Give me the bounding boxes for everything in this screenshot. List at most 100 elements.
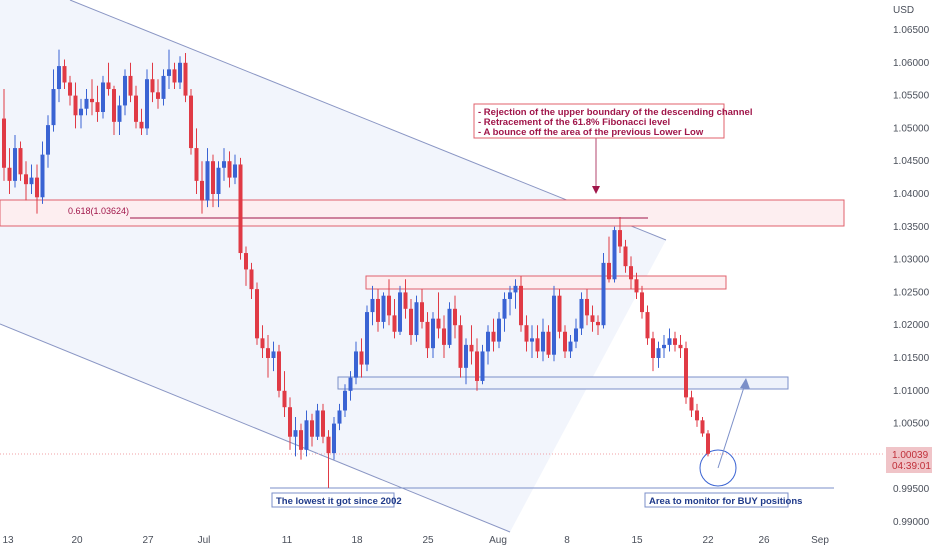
candle-down xyxy=(596,321,600,326)
candle-down xyxy=(255,289,259,339)
candle-up xyxy=(271,351,276,358)
lowest-label-box xyxy=(271,492,395,508)
candle-down xyxy=(442,328,446,345)
note-box xyxy=(473,103,725,139)
candle-down xyxy=(557,295,562,332)
candle-down xyxy=(524,325,529,342)
candle-down xyxy=(73,95,78,116)
candle-up xyxy=(574,328,578,342)
candle-down xyxy=(150,79,155,93)
candle-down xyxy=(18,148,23,175)
candle-up xyxy=(502,298,507,319)
candle-down xyxy=(546,331,551,355)
candle-down xyxy=(62,66,67,83)
price-tick-label: 1.06000 xyxy=(893,58,930,69)
candle-down xyxy=(7,167,12,181)
time-axis[interactable]: 13 20 27 Jul 11 18 25 Aug 8 15 22 26 Sep xyxy=(2,535,829,546)
time-tick-label: 15 xyxy=(631,535,643,546)
time-tick-label: 13 xyxy=(2,535,14,546)
candle-down xyxy=(387,295,391,316)
candle-up xyxy=(381,295,386,322)
time-tick-label: 8 xyxy=(564,535,570,546)
candle-up xyxy=(222,161,226,168)
candle-down xyxy=(282,390,287,408)
candle-down xyxy=(453,308,457,326)
candle-up xyxy=(552,295,556,355)
candle-up xyxy=(480,351,485,381)
candle-down xyxy=(128,75,133,96)
candle-up xyxy=(486,331,490,352)
candle-down xyxy=(629,266,633,280)
candle-down xyxy=(227,161,232,178)
currency-label: USD xyxy=(893,5,914,16)
candle-down xyxy=(189,95,193,149)
price-tick-label: 0.99000 xyxy=(893,517,930,528)
candle-up xyxy=(29,177,34,185)
time-tick-label: Aug xyxy=(489,535,507,546)
candle-up xyxy=(497,318,501,342)
note-line-3: - A bounce off the area of the previous … xyxy=(478,127,704,138)
candle-up xyxy=(123,75,127,106)
candle-down xyxy=(634,279,639,293)
candle-up xyxy=(568,341,573,352)
candle-up xyxy=(662,344,666,349)
candle-down xyxy=(409,308,413,336)
candle-down xyxy=(321,410,325,437)
candle-down xyxy=(299,430,303,450)
candle-up xyxy=(464,344,468,368)
time-tick-label: 22 xyxy=(702,535,714,546)
candle-up xyxy=(354,351,358,378)
candle-down xyxy=(469,344,474,352)
time-tick-label: 20 xyxy=(71,535,83,546)
price-tick-label: 1.02000 xyxy=(893,320,930,331)
time-tick-label: 26 xyxy=(758,535,770,546)
candle-down xyxy=(326,436,331,454)
time-tick-label: Jul xyxy=(198,535,211,546)
candle-down xyxy=(310,420,314,437)
candle-down xyxy=(651,338,655,358)
time-tick-label: 27 xyxy=(142,535,154,546)
candle-down xyxy=(277,351,281,391)
candle-up xyxy=(304,420,309,450)
candle-up xyxy=(513,285,518,293)
support-zone xyxy=(337,376,789,390)
candle-down xyxy=(436,318,441,329)
channel-fill xyxy=(0,0,666,532)
upper-resistance-zone xyxy=(365,275,727,290)
candle-down xyxy=(403,292,408,309)
candle-down xyxy=(238,164,243,254)
candle-down xyxy=(425,321,430,349)
candle-down xyxy=(35,177,39,198)
candle-down xyxy=(194,148,199,181)
candle-up xyxy=(161,75,166,99)
candle-down xyxy=(134,95,138,122)
candle-down xyxy=(90,98,94,103)
candle-down xyxy=(618,230,622,247)
candle-up xyxy=(601,262,606,326)
candle-down xyxy=(2,118,6,168)
candle-up xyxy=(315,410,320,437)
candle-down xyxy=(244,253,248,270)
lowest-label: The lowest it got since 2002 xyxy=(276,496,402,507)
candle-down xyxy=(392,315,397,332)
candle-up xyxy=(447,308,452,345)
candle-down xyxy=(24,174,28,185)
candle-up xyxy=(431,318,435,349)
candle-down xyxy=(68,82,72,96)
buy-zone-circle xyxy=(699,449,737,487)
price-tick-label: 1.04000 xyxy=(893,189,930,200)
last-price-value: 1.00039 xyxy=(892,450,929,461)
candle-down xyxy=(156,92,160,99)
candle-down xyxy=(266,348,270,358)
price-tick-label: 1.04500 xyxy=(893,156,930,167)
candle-down xyxy=(590,315,595,322)
candle-down xyxy=(458,325,463,368)
candle-up xyxy=(51,89,56,126)
candle-up xyxy=(370,298,375,313)
candle-down xyxy=(645,312,650,339)
candle-up xyxy=(57,66,61,90)
price-tick-label: 0.99500 xyxy=(893,484,930,495)
candle-up xyxy=(167,69,171,76)
candle-up xyxy=(612,230,617,280)
